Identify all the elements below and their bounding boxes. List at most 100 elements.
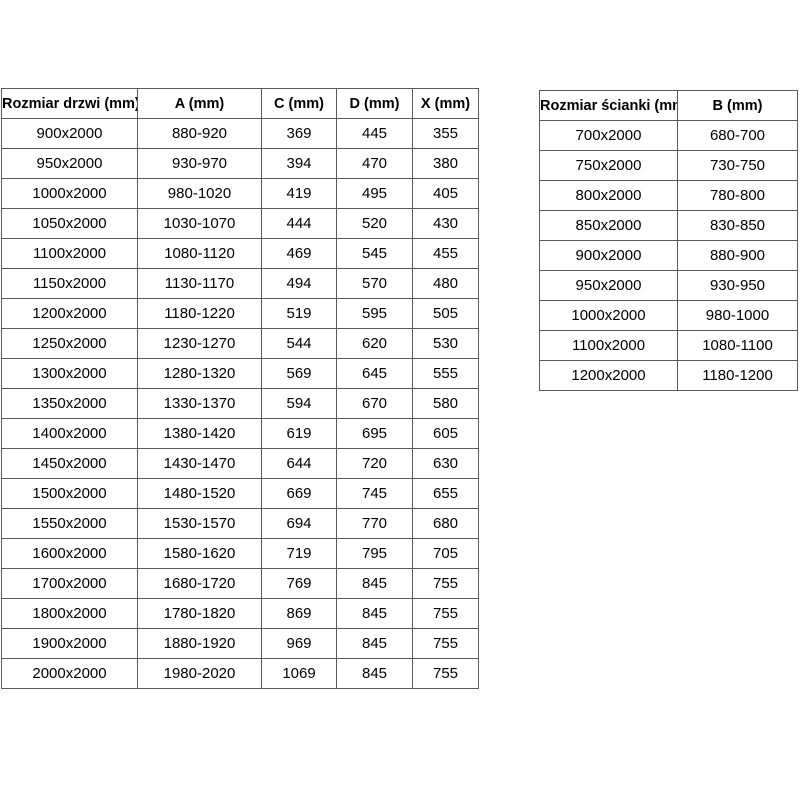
table-cell: 755	[412, 628, 479, 659]
table-row: 1350x2000 1330-1370 594 670 580	[1, 388, 479, 419]
table-cell: 505	[412, 298, 479, 329]
table-cell: 900x2000	[1, 118, 138, 149]
table-cell: 845	[336, 658, 413, 689]
table-cell: 1100x2000	[539, 330, 678, 361]
table-cell: 580	[412, 388, 479, 419]
table-cell: 544	[261, 328, 337, 359]
table-cell: 1880-1920	[137, 628, 262, 659]
table-cell: 1080-1100	[677, 330, 798, 361]
table-cell: 980-1020	[137, 178, 262, 209]
table-cell: 570	[336, 268, 413, 299]
table-cell: 445	[336, 118, 413, 149]
table-cell: 800x2000	[539, 180, 678, 211]
table-cell: 770	[336, 508, 413, 539]
table-cell: 1230-1270	[137, 328, 262, 359]
door-sizes-table: Rozmiar drzwi (mm) A (mm) C (mm) D (mm) X (m…	[1, 88, 479, 689]
table-cell: 1180-1200	[677, 360, 798, 391]
wall-panel-sizes-table: Rozmiar ścianki (mm) B (mm) 700x2000 680-70…	[539, 90, 798, 391]
table-row: 1400x2000 1380-1420 619 695 605	[1, 418, 479, 449]
table-cell: 1450x2000	[1, 448, 138, 479]
column-header: X (mm)	[412, 88, 479, 119]
table-cell: 755	[412, 658, 479, 689]
table-cell: 369	[261, 118, 337, 149]
table-row: 850x2000 830-850	[539, 210, 798, 241]
table-cell: 670	[336, 388, 413, 419]
column-header: B (mm)	[677, 90, 798, 121]
table-cell: 630	[412, 448, 479, 479]
table-cell: 680-700	[677, 120, 798, 151]
table-cell: 900x2000	[539, 240, 678, 271]
table-row: 1000x2000 980-1020 419 495 405	[1, 178, 479, 209]
table-cell: 569	[261, 358, 337, 389]
header-row: Rozmiar drzwi (mm) A (mm) C (mm) D (mm) X (m…	[1, 88, 479, 119]
table-cell: 1700x2000	[1, 568, 138, 599]
table-cell: 700x2000	[539, 120, 678, 151]
table-cell: 595	[336, 298, 413, 329]
table-cell: 530	[412, 328, 479, 359]
table-cell: 1200x2000	[1, 298, 138, 329]
table-row: 1450x2000 1430-1470 644 720 630	[1, 448, 479, 479]
table-cell: 470	[336, 148, 413, 179]
table-cell: 930-950	[677, 270, 798, 301]
table-cell: 830-850	[677, 210, 798, 241]
table-cell: 1800x2000	[1, 598, 138, 629]
table-row: 1550x2000 1530-1570 694 770 680	[1, 508, 479, 539]
table-cell: 1069	[261, 658, 337, 689]
table-row: 950x2000 930-970 394 470 380	[1, 148, 479, 179]
table-cell: 380	[412, 148, 479, 179]
table-cell: 1480-1520	[137, 478, 262, 509]
table-row: 950x2000 930-950	[539, 270, 798, 301]
table-cell: 1150x2000	[1, 268, 138, 299]
table-cell: 730-750	[677, 150, 798, 181]
table-row: 1050x2000 1030-1070 444 520 430	[1, 208, 479, 239]
table-cell: 405	[412, 178, 479, 209]
table-cell: 469	[261, 238, 337, 269]
table-cell: 880-900	[677, 240, 798, 271]
table-cell: 1130-1170	[137, 268, 262, 299]
table-cell: 845	[336, 598, 413, 629]
column-header: C (mm)	[261, 88, 337, 119]
table-row: 1900x2000 1880-1920 969 845 755	[1, 628, 479, 659]
column-header: A (mm)	[137, 88, 262, 119]
table-cell: 1900x2000	[1, 628, 138, 659]
table-cell: 1400x2000	[1, 418, 138, 449]
table-cell: 745	[336, 478, 413, 509]
table-cell: 495	[336, 178, 413, 209]
header-row: Rozmiar ścianki (mm) B (mm)	[539, 90, 798, 121]
table-cell: 1500x2000	[1, 478, 138, 509]
table-cell: 795	[336, 538, 413, 569]
table-cell: 780-800	[677, 180, 798, 211]
table-cell: 1100x2000	[1, 238, 138, 269]
table-cell: 520	[336, 208, 413, 239]
table-cell: 869	[261, 598, 337, 629]
table-cell: 1680-1720	[137, 568, 262, 599]
table-cell: 355	[412, 118, 479, 149]
table-cell: 545	[336, 238, 413, 269]
table-row: 1600x2000 1580-1620 719 795 705	[1, 538, 479, 569]
table-row: 700x2000 680-700	[539, 120, 798, 151]
table-cell: 1250x2000	[1, 328, 138, 359]
table-cell: 430	[412, 208, 479, 239]
table-cell: 419	[261, 178, 337, 209]
table-cell: 619	[261, 418, 337, 449]
table-cell: 720	[336, 448, 413, 479]
table-cell: 750x2000	[539, 150, 678, 181]
table-cell: 755	[412, 598, 479, 629]
table-cell: 695	[336, 418, 413, 449]
table-row: 2000x2000 1980-2020 1069 845 755	[1, 658, 479, 689]
table-cell: 1000x2000	[1, 178, 138, 209]
table-cell: 555	[412, 358, 479, 389]
table-cell: 845	[336, 628, 413, 659]
table-cell: 1550x2000	[1, 508, 138, 539]
table-cell: 880-920	[137, 118, 262, 149]
column-header: Rozmiar drzwi (mm)	[1, 88, 138, 119]
table-cell: 1780-1820	[137, 598, 262, 629]
column-header: D (mm)	[336, 88, 413, 119]
table-row: 900x2000 880-900	[539, 240, 798, 271]
table-cell: 1180-1220	[137, 298, 262, 329]
table-cell: 1530-1570	[137, 508, 262, 539]
table-cell: 1300x2000	[1, 358, 138, 389]
table-row: 750x2000 730-750	[539, 150, 798, 181]
table-row: 1800x2000 1780-1820 869 845 755	[1, 598, 479, 629]
table-cell: 480	[412, 268, 479, 299]
